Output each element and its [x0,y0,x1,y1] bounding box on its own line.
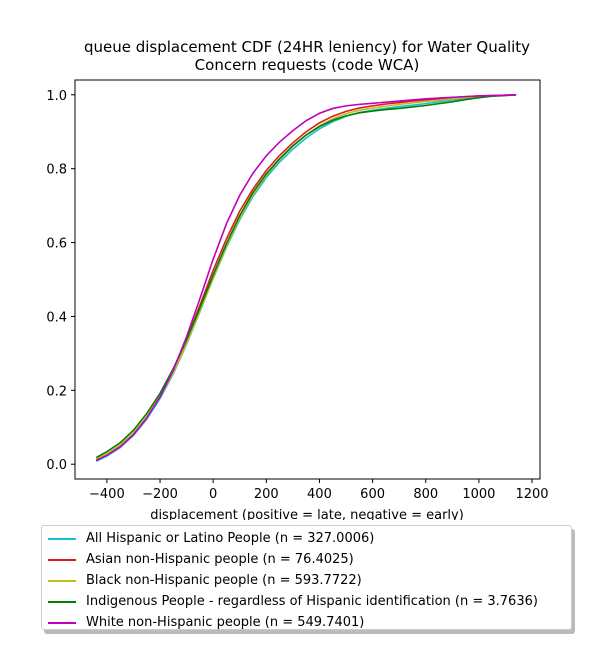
x-tick-label: 0 [209,487,217,502]
x-axis-label: displacement (positive = late, negative … [150,508,464,520]
legend-swatch [48,558,76,561]
y-tick-label: 0.2 [46,384,67,399]
y-tick-label: 0.0 [46,458,67,473]
plot-lines [95,93,517,462]
series-line-0 [95,93,517,462]
legend-item-3: Indigenous People - regardless of Hispan… [42,591,571,612]
legend-swatch [48,579,76,582]
cdf-chart: queue displacement CDF (24HR leniency) f… [46,38,549,520]
legend-swatch [48,537,76,540]
x-tick-label: 400 [307,487,332,502]
series-line-4 [95,93,517,462]
x-tick-label: 600 [360,487,385,502]
y-tick-label: 0.8 [46,163,67,178]
legend-label: Asian non-Hispanic people (n = 76.4025) [86,552,354,567]
series-line-2 [95,93,517,460]
x-tick-label: 1200 [515,487,548,502]
legend-item-0: All Hispanic or Latino People (n = 327.0… [42,528,571,549]
plot-frame [74,79,541,480]
legend-item-2: Black non-Hispanic people (n = 593.7722) [42,570,571,591]
y-tick-label: 0.6 [46,237,67,252]
legend-label: All Hispanic or Latino People (n = 327.0… [86,531,375,546]
x-tick-label: 1000 [462,487,495,502]
y-tick-label: 1.0 [46,89,67,104]
y-tick-label: 0.4 [46,310,67,325]
x-tick-label: −200 [142,487,178,502]
legend-swatch [48,600,76,603]
chart-title-line-2: Concern requests (code WCA) [195,56,420,74]
x-tick-label: −400 [89,487,125,502]
legend: All Hispanic or Latino People (n = 327.0… [41,525,572,630]
legend-item-4: White non-Hispanic people (n = 549.7401) [42,612,571,633]
legend-label: White non-Hispanic people (n = 549.7401) [86,615,365,630]
legend-item-1: Asian non-Hispanic people (n = 76.4025) [42,549,571,570]
legend-label: Indigenous People - regardless of Hispan… [86,594,538,609]
series-line-1 [95,93,517,461]
series-line-3 [95,93,517,459]
x-tick-label: 200 [254,487,279,502]
legend-label: Black non-Hispanic people (n = 593.7722) [86,573,362,588]
chart-title-line-1: queue displacement CDF (24HR leniency) f… [84,38,530,56]
legend-swatch [48,621,76,624]
x-tick-label: 800 [413,487,438,502]
y-axis: 0.0 0.2 0.4 0.6 0.8 1.0 [46,89,75,473]
x-axis: −400 −200 0 200 400 600 800 1000 1200 [89,479,549,502]
